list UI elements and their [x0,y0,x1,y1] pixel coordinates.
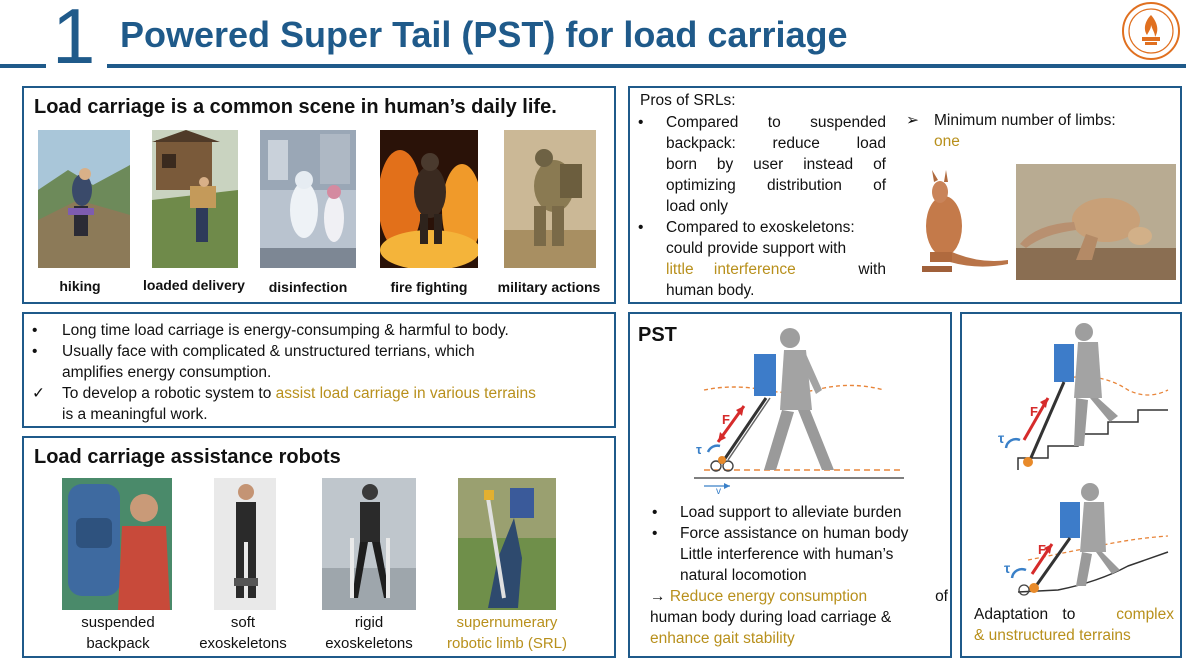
robot-caption-srl: supernumerary robotic limb (SRL) [446,614,568,652]
suspended-backpack-photo [62,478,172,610]
motivation-bullet-continuation: amplifies energy consumption. [62,364,272,381]
robot-caption-soft-exoskeletons: soft exoskeletons [199,614,287,652]
robot-caption-suspended-backpack: suspended backpack [81,614,155,652]
scene-caption-disinfection: disinfection [268,279,348,295]
pst-panel: PST F τ v • Load support [628,312,952,658]
min-limbs-note: ➢ Minimum number of limbs: one [906,112,1116,150]
scene-caption-hiking: hiking [59,278,101,294]
page-title: Powered Super Tail (PST) for load carria… [120,14,848,55]
motivation-bullet: • Long time load carriage is energy-cons… [32,322,509,339]
scene-caption-fire-fighting: fire fighting [390,279,468,295]
header-rule-left [0,64,46,68]
adaptation-text: Adaptation to complex & unstructured ter… [974,606,1174,644]
scenes-heading: Load carriage is a common scene in human… [34,96,557,118]
fire-fighting-photo [380,130,478,268]
pros-title: Pros of SRLs: [640,92,736,109]
scene-caption-loaded-delivery: loaded delivery [143,277,245,293]
motivation-bullet: • Usually face with complicated & unstru… [32,343,475,360]
kangaroo-standing-image [900,168,1010,280]
scene-caption-military-actions: military actions [497,279,601,295]
soft-exoskeleton-photo [214,478,276,610]
pro-item-backpack: • Compared to suspended backpack: reduce… [638,114,886,215]
motivation-goal: ✓ To develop a robotic system to assist … [32,385,536,402]
pst-heading: PST [638,324,677,346]
pst-result: → Reduce energy consumption of human bod… [650,588,948,647]
slope-force-label: F [1038,542,1046,557]
adaptation-panel: F τ F τ Adaptation to complex & unstruct… [960,312,1182,658]
pro-item-exoskeleton: • Compared to exoskeletons: could provid… [638,219,886,299]
force-label: F [722,412,730,427]
assistance-robots-panel: Load carriage assistance robots [22,436,616,658]
pst-benefits: • Load support to alleviate burden • Force… [652,504,909,584]
slope-torque-label: τ [1004,560,1011,576]
stairs-torque-label: τ [998,430,1005,446]
stairs-force-label: F [1030,404,1038,419]
load-carriage-scenes-panel: Load carriage is a common scene in human… [22,86,616,304]
robots-heading: Load carriage assistance robots [34,446,341,468]
srl-photo [458,478,556,610]
section-number: 1 [52,0,96,80]
disinfection-photo [260,130,356,268]
loaded-delivery-photo [152,130,238,268]
university-logo [1122,2,1180,60]
military-actions-photo [504,130,596,268]
header-rule-right [107,64,1186,68]
hiking-photo [38,130,130,268]
slope-climbing-diagram: F τ [978,482,1178,600]
check-icon: ✓ [32,385,45,402]
interference-highlight: little interference [666,261,796,278]
kangaroo-hopping-image [1016,164,1176,280]
arrow-bullet-icon: ➢ [906,112,919,129]
rigid-exoskeleton-photo [322,478,416,610]
torque-label: τ [696,442,702,457]
goal-highlight: assist load carriage in various terrains [275,385,536,402]
motivation-goal-continuation: is a meaningful work. [62,406,208,423]
stairs-climbing-diagram: F τ [978,320,1178,476]
motivation-panel: • Long time load carriage is energy-cons… [22,312,616,428]
velocity-label: v [716,486,721,497]
robot-caption-rigid-exoskeletons: rigid exoskeletons [325,614,413,652]
srl-pros-panel: Pros of SRLs: • Compared to suspended ba… [628,86,1182,304]
pst-walking-diagram: F τ v [694,320,914,504]
